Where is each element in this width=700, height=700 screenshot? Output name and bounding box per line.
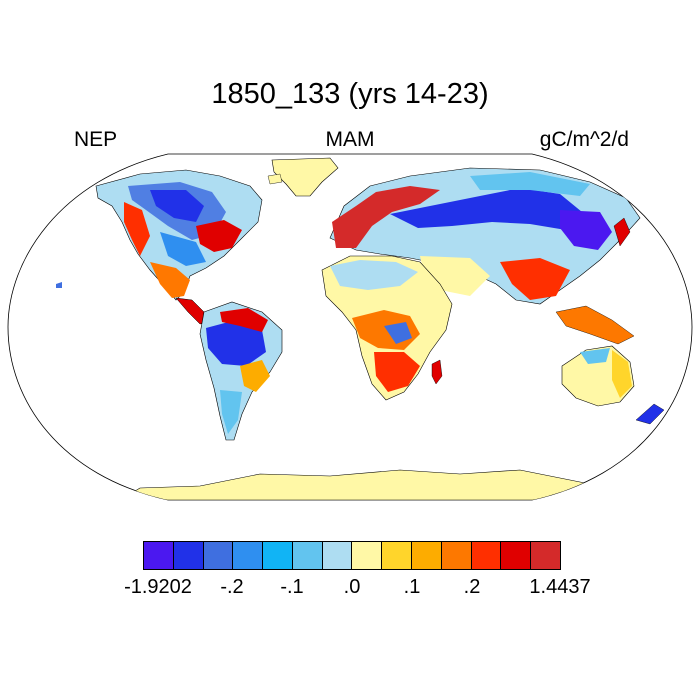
- colorbar-swatch: [531, 542, 560, 569]
- colorbar-label: .2: [463, 576, 481, 598]
- southeast-asia-islands: [555, 305, 635, 345]
- colorbar-swatch: [501, 542, 532, 569]
- colorbar-swatch: [203, 542, 234, 569]
- colorbar-label-max: 1.4437: [529, 576, 591, 598]
- colorbar-swatch: [233, 542, 264, 569]
- south-asia-positive: [500, 258, 570, 300]
- variable-label: NEP: [74, 128, 118, 151]
- colorbar-swatch: [352, 542, 383, 569]
- eurasia-negative-band: [390, 188, 582, 230]
- new-zealand-landmass: [635, 403, 665, 425]
- colorbar-swatch: [382, 542, 413, 569]
- north-america-west-coast-positive: [124, 202, 150, 256]
- colorbar-swatch: [144, 542, 174, 569]
- australia-north-light: [580, 348, 610, 364]
- madagascar-landmass: [431, 359, 443, 385]
- hawaii-island: [56, 282, 62, 288]
- south-america-orange: [240, 360, 270, 392]
- north-america-mid-blue: [160, 232, 206, 266]
- north-america-east-positive: [196, 220, 242, 252]
- colorbar-swatch: [322, 542, 353, 569]
- siberia-light: [470, 172, 590, 196]
- colorbar-label: .0: [343, 576, 361, 598]
- africa-sahara-light: [330, 260, 418, 290]
- colorbar-label: -.1: [280, 576, 304, 598]
- north-america-strong-negative: [150, 190, 204, 222]
- africa-south-positive: [374, 352, 420, 392]
- plot-title: 1850_133 (yrs 14-23): [211, 78, 489, 110]
- colorbar: [143, 541, 561, 570]
- japan-landmass: [613, 217, 631, 247]
- australia-east-positive: [612, 350, 632, 398]
- south-america-south-light: [220, 390, 242, 434]
- colorbar-swatch: [441, 542, 472, 569]
- colorbar-swatch: [292, 542, 323, 569]
- iceland-island: [267, 173, 283, 185]
- colorbar-label: .1: [403, 576, 421, 598]
- colorbar-swatch: [173, 542, 204, 569]
- south-america-negative: [206, 320, 266, 366]
- mexico-gulf-positive: [150, 262, 190, 298]
- colorbar-swatch: [412, 542, 442, 569]
- colorbar-label: -.2: [220, 576, 244, 598]
- colorbar-swatch: [263, 542, 293, 569]
- south-america-positive-north: [220, 308, 268, 332]
- units-label: gC/m^2/d: [539, 128, 629, 151]
- east-asia-negative: [560, 210, 612, 250]
- europe-positive: [332, 186, 440, 248]
- colorbar-swatch: [471, 542, 502, 569]
- colorbar-label-min: -1.9202: [124, 576, 192, 598]
- africa-central-blue: [384, 322, 412, 344]
- season-label: MAM: [325, 128, 375, 151]
